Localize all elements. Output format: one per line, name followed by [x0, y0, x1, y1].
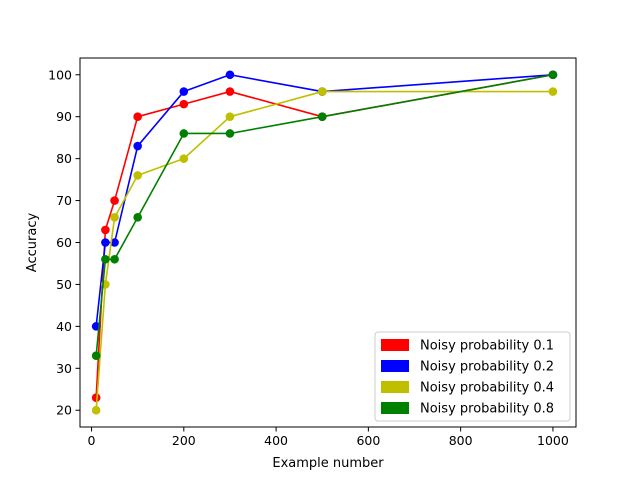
y-tick-label: 80 — [56, 151, 72, 166]
legend-label: Noisy probability 0.1 — [420, 339, 554, 354]
data-point — [225, 112, 235, 121]
legend-frame — [374, 331, 571, 422]
legend-item: Noisy probability 0.8 — [381, 402, 554, 417]
legend-label: Noisy probability 0.2 — [420, 360, 554, 375]
series-4 — [91, 70, 558, 361]
data-point — [101, 225, 110, 235]
legend-label: Noisy probability 0.4 — [420, 381, 554, 396]
legend-label: Noisy probability 0.8 — [420, 402, 554, 417]
y-tick-label: 100 — [48, 67, 72, 82]
x-tick-label: 800 — [449, 433, 473, 448]
data-point — [179, 87, 189, 96]
data-point — [548, 87, 558, 96]
legend-item: Noisy probability 0.4 — [381, 381, 554, 396]
data-point — [133, 213, 142, 222]
data-point — [225, 87, 235, 96]
data-point — [133, 141, 142, 151]
x-axis-label: Example number — [272, 456, 384, 471]
y-tick-label: 90 — [56, 109, 72, 124]
data-point — [110, 213, 119, 222]
data-point — [91, 393, 101, 402]
data-point — [548, 70, 558, 80]
series-layer — [91, 70, 558, 415]
data-point — [225, 129, 235, 138]
data-point — [133, 171, 142, 180]
legend-swatch — [381, 339, 409, 351]
x-tick-label: 1000 — [537, 433, 569, 448]
y-tick-label: 40 — [56, 319, 72, 334]
legend-swatch — [381, 381, 409, 393]
y-tick-label: 70 — [56, 193, 72, 208]
y-tick-label: 20 — [56, 403, 72, 418]
data-point — [179, 99, 189, 109]
x-tick-label: 200 — [172, 433, 196, 448]
legend-item: Noisy probability 0.1 — [381, 339, 554, 354]
legend-item: Noisy probability 0.2 — [381, 360, 554, 375]
y-tick-label: 50 — [56, 277, 72, 292]
series-line — [95, 90, 553, 411]
x-tick-label: 0 — [88, 433, 96, 448]
data-point — [225, 70, 235, 80]
data-point — [91, 351, 101, 361]
data-point — [101, 238, 110, 247]
data-point — [110, 254, 119, 264]
axes-layer: 0 200 400 600 800 1000 20 30 40 50 60 70 80 90 100 — [48, 57, 577, 448]
x-tick-label: 600 — [356, 433, 380, 448]
x-tick-label: 400 — [264, 433, 288, 448]
data-point — [317, 112, 327, 121]
y-axis-label: Accuracy — [25, 213, 40, 273]
data-point — [317, 87, 327, 96]
data-point — [91, 405, 101, 415]
y-tick-label: 30 — [56, 361, 72, 376]
data-point — [179, 154, 189, 163]
legend-swatch — [381, 360, 409, 372]
data-point — [110, 196, 119, 205]
data-point — [133, 112, 142, 121]
legend-swatch — [381, 402, 409, 414]
data-point — [179, 129, 189, 138]
series-line — [95, 73, 554, 398]
y-tick-label: 60 — [56, 235, 72, 250]
data-point — [101, 254, 110, 264]
legend: Noisy probability 0.1 Noisy probability 0… — [374, 331, 571, 422]
data-point — [110, 238, 119, 247]
